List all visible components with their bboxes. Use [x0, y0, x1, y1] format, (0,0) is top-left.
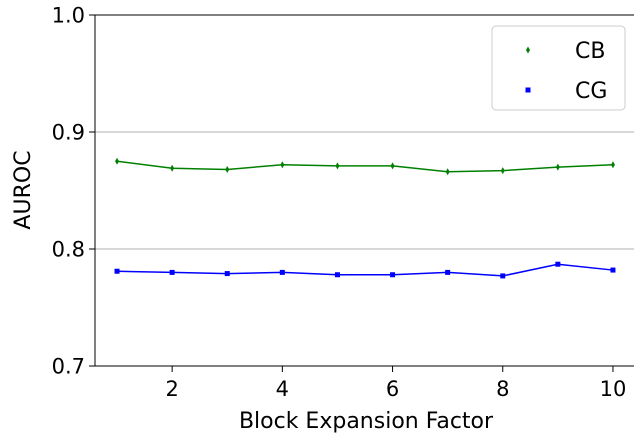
data-point-cb — [115, 157, 120, 165]
data-point-cg — [279, 269, 285, 275]
legend-label-cb: CB — [575, 39, 605, 64]
data-point-cb — [280, 161, 285, 169]
x-tick-label: 10 — [600, 377, 627, 401]
legend-frame — [491, 25, 626, 111]
data-point-cg — [224, 271, 230, 277]
x-tick-label: 4 — [276, 377, 289, 401]
x-tick-label: 6 — [386, 377, 399, 401]
x-tick-label: 2 — [165, 377, 178, 401]
series-line-cg — [117, 263, 614, 277]
series-layer — [114, 157, 616, 279]
series-line-cb — [116, 160, 613, 173]
data-point-cg — [169, 269, 175, 275]
data-point-cb — [445, 168, 450, 176]
legend-label-cg: CG — [575, 79, 607, 104]
data-point-cg — [114, 268, 120, 274]
grid-layer — [95, 131, 634, 250]
data-point-cg — [390, 272, 396, 278]
legend: CB CG — [491, 25, 626, 111]
x-axis-title: Block Expansion Factor — [239, 409, 494, 434]
data-point-cg — [445, 269, 451, 275]
y-tick-label: 0.8 — [52, 238, 85, 262]
y-tick-label: 0.7 — [52, 355, 85, 379]
data-point-cg — [500, 273, 506, 279]
x-tick-label: 8 — [496, 377, 509, 401]
data-point-cg — [334, 272, 340, 278]
data-point-cb — [390, 162, 395, 170]
y-axis-title: AUROC — [11, 150, 36, 229]
data-point-cb — [335, 162, 340, 170]
data-point-cb — [500, 167, 505, 175]
y-tick-label: 0.9 — [52, 121, 85, 145]
data-point-cb — [610, 161, 615, 169]
data-point-cb — [170, 164, 175, 172]
data-point-cg — [610, 267, 616, 273]
legend-marker-cg — [525, 87, 531, 93]
tick-layer: 0.7 0.8 0.9 1.0 2 4 6 8 10 — [52, 4, 627, 402]
legend-marker-cb — [526, 46, 530, 54]
data-point-cb — [225, 165, 230, 173]
y-tick-label: 1.0 — [52, 4, 85, 28]
data-point-cg — [555, 261, 561, 267]
plot-frame — [94, 14, 634, 367]
data-point-cb — [555, 163, 560, 171]
